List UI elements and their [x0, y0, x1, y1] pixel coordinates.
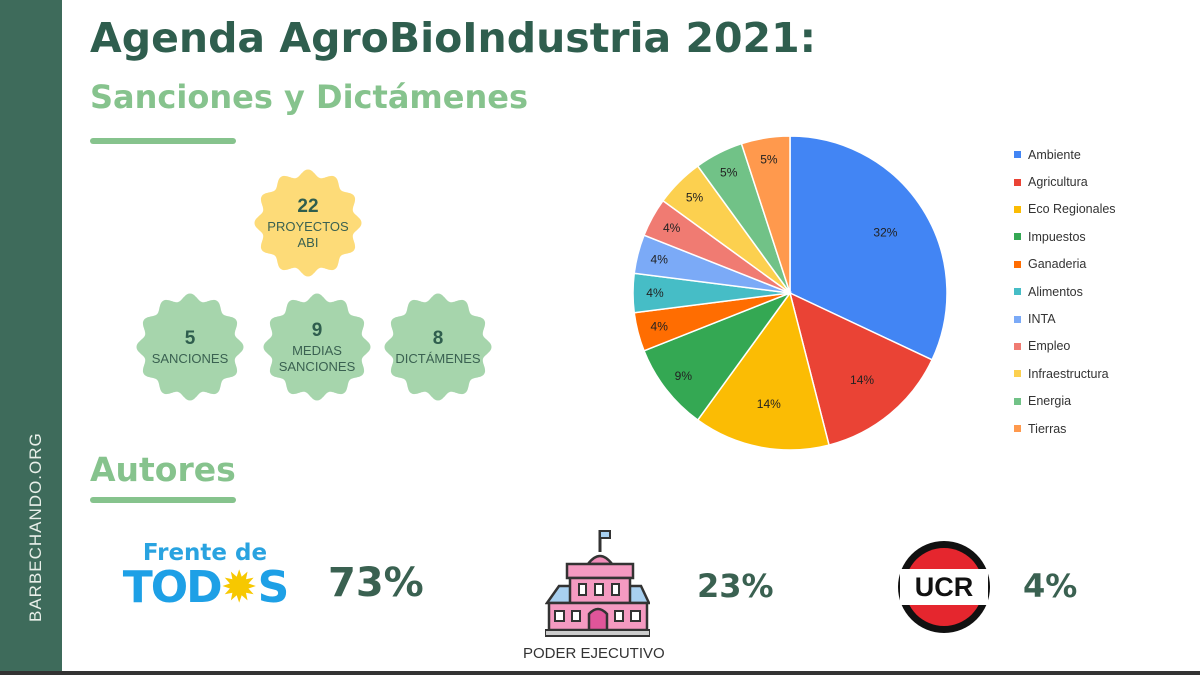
pie-slice-eco-regionales — [696, 291, 830, 451]
pie-slice-ambiente — [789, 135, 948, 361]
legend-item: Energia — [1014, 388, 1116, 415]
sanciones-number: 5 — [184, 328, 196, 349]
pie-label: 4% — [646, 286, 664, 300]
autores-underline — [90, 497, 236, 503]
frente-de-todos-percent: 73% — [328, 560, 424, 606]
legend-item: Alimentos — [1014, 278, 1116, 305]
legend-swatch — [1014, 178, 1021, 186]
logo-line2: TOD — [122, 562, 223, 613]
legend-item: Tierras — [1014, 415, 1116, 442]
legend-label: INTA — [1028, 312, 1056, 327]
title-underline — [90, 138, 236, 144]
medias-label-2: SANCIONES — [278, 359, 356, 374]
badge-shape — [254, 169, 362, 277]
pie-label: 5% — [720, 166, 738, 180]
sidebar — [0, 0, 62, 675]
legend-item: Ganaderia — [1014, 251, 1116, 278]
badge-medias-sanciones: 9 MEDIAS SANCIONES — [262, 292, 372, 402]
pie-label: 4% — [663, 221, 681, 235]
pie-slice-tierras — [740, 135, 791, 294]
logo-line1: Frente de — [142, 540, 268, 566]
legend-label: Alimentos — [1028, 284, 1083, 299]
pie-label: 14% — [850, 373, 874, 387]
medias-number: 9 — [311, 320, 323, 341]
pie-label: 32% — [873, 225, 897, 239]
ucr-percent: 4% — [1023, 567, 1078, 605]
dictamenes-number: 8 — [432, 328, 444, 349]
legend-label: Agricultura — [1028, 175, 1088, 190]
pie-label: 4% — [651, 320, 669, 334]
legend-swatch — [1014, 151, 1021, 159]
bottom-divider — [0, 671, 1200, 675]
site-name: BARBECHANDO.ORG — [26, 432, 45, 622]
legend-swatch — [1014, 205, 1021, 213]
page-title: Agenda AgroBioIndustria 2021: — [90, 14, 817, 62]
legend-swatch — [1014, 425, 1021, 433]
legend-swatch — [1014, 370, 1021, 378]
page-subtitle: Sanciones y Dictámenes — [90, 78, 528, 116]
legend-label: Tierras — [1028, 421, 1067, 436]
ucr-logo: UCR — [898, 541, 990, 633]
badge-shape — [384, 293, 492, 401]
sanciones-label: SANCIONES — [151, 351, 229, 366]
legend-label: Energia — [1028, 394, 1072, 409]
government-building-icon — [545, 530, 650, 637]
legend-item: Eco Regionales — [1014, 196, 1116, 223]
poder-ejecutivo-label: PODER EJECUTIVO — [523, 645, 665, 662]
autores-heading: Autores — [90, 450, 236, 489]
pie-label: 4% — [651, 252, 669, 266]
legend-label: Infraestructura — [1028, 366, 1109, 381]
legend-label: Impuestos — [1028, 229, 1086, 244]
chart-legend: Ambiente Agricultura Eco Regionales Impuest… — [1014, 141, 1116, 442]
legend-label: Ambiente — [1028, 147, 1081, 162]
pie-chart: 32% 14% 14% 9% 4% 4% 4% 4% 5% 5% 5% — [632, 135, 948, 451]
pie-label: 5% — [686, 191, 704, 205]
legend-swatch — [1014, 397, 1021, 405]
poder-ejecutivo-percent: 23% — [697, 567, 774, 605]
pie-label: 9% — [675, 369, 693, 383]
legend-item: Agricultura — [1014, 168, 1116, 195]
legend-item: Ambiente — [1014, 141, 1116, 168]
legend-swatch — [1014, 315, 1021, 323]
legend-item: Infraestructura — [1014, 360, 1116, 387]
legend-item: Impuestos — [1014, 223, 1116, 250]
legend-label: Eco Regionales — [1028, 202, 1116, 217]
legend-swatch — [1014, 233, 1021, 241]
logo-line3: S — [257, 562, 290, 613]
legend-swatch — [1014, 260, 1021, 268]
pie-slice-impuestos — [643, 291, 793, 422]
legend-swatch — [1014, 288, 1021, 296]
dictamenes-label: DICTÁMENES — [395, 351, 481, 366]
badge-shape — [263, 293, 371, 401]
legend-item: Empleo — [1014, 333, 1116, 360]
badge-shape — [136, 293, 244, 401]
legend-label: Empleo — [1028, 339, 1071, 354]
badge-sanciones: 5 SANCIONES — [135, 292, 245, 402]
frente-de-todos-logo: Frente de TOD✹S — [110, 540, 300, 610]
total-label-2: ABI — [297, 235, 319, 250]
ucr-logo-text: UCR — [900, 569, 988, 605]
pie-label: 14% — [757, 397, 781, 411]
sun-icon: ✹ — [220, 562, 258, 613]
legend-item: INTA — [1014, 305, 1116, 332]
legend-swatch — [1014, 342, 1021, 350]
total-number: 22 — [297, 196, 319, 217]
badge-dictamenes: 8 DICTÁMENES — [383, 292, 493, 402]
pie-slice-agricultura — [788, 291, 934, 446]
medias-label: MEDIAS — [292, 343, 342, 358]
total-label: PROYECTOS — [267, 219, 349, 234]
legend-label: Ganaderia — [1028, 257, 1087, 272]
pie-label: 5% — [760, 153, 778, 167]
badge-total-projects: 22 PROYECTOS ABI — [253, 168, 363, 278]
